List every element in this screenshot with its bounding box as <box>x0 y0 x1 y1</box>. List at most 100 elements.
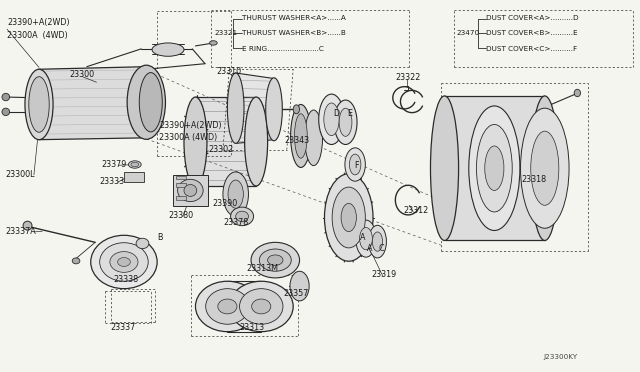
Ellipse shape <box>118 257 131 266</box>
Ellipse shape <box>360 228 372 250</box>
Text: 23300: 23300 <box>70 70 95 79</box>
Ellipse shape <box>177 179 203 202</box>
Text: 23302: 23302 <box>208 145 234 154</box>
Text: 23300A  (4WD): 23300A (4WD) <box>7 31 68 40</box>
Ellipse shape <box>229 281 293 332</box>
Text: 23390+A(2WD): 23390+A(2WD) <box>7 19 70 28</box>
Ellipse shape <box>25 69 53 140</box>
Bar <box>173 175 208 206</box>
Polygon shape <box>39 67 147 140</box>
Ellipse shape <box>324 174 373 261</box>
Ellipse shape <box>131 162 139 167</box>
Ellipse shape <box>140 73 163 132</box>
Text: DUST COVER<B>..........E: DUST COVER<B>..........E <box>486 30 578 36</box>
Ellipse shape <box>129 161 141 168</box>
Text: DUST COVER<C>..........F: DUST COVER<C>..........F <box>486 46 577 52</box>
Polygon shape <box>445 96 545 240</box>
Ellipse shape <box>531 131 559 205</box>
Text: E: E <box>348 109 353 118</box>
Ellipse shape <box>205 289 249 324</box>
Text: B: B <box>157 233 163 243</box>
Text: DUST COVER<A>..........D: DUST COVER<A>..........D <box>486 16 579 22</box>
Ellipse shape <box>266 78 282 141</box>
Ellipse shape <box>259 249 291 271</box>
Ellipse shape <box>2 108 10 116</box>
Bar <box>176 176 186 179</box>
Text: 23313M: 23313M <box>246 264 278 273</box>
Ellipse shape <box>218 299 237 314</box>
Bar <box>124 172 145 182</box>
Ellipse shape <box>334 100 357 144</box>
Ellipse shape <box>468 106 520 231</box>
Text: 23343: 23343 <box>284 136 309 145</box>
Ellipse shape <box>184 97 207 186</box>
Ellipse shape <box>291 105 311 167</box>
Ellipse shape <box>152 43 184 56</box>
Ellipse shape <box>345 148 365 181</box>
Text: 23390: 23390 <box>212 199 238 208</box>
Ellipse shape <box>369 225 387 258</box>
Text: 23470: 23470 <box>457 30 480 36</box>
Ellipse shape <box>293 105 300 114</box>
Text: 23390+A(2WD): 23390+A(2WD) <box>159 122 221 131</box>
Ellipse shape <box>484 146 504 190</box>
Ellipse shape <box>195 281 259 332</box>
Text: 23337A: 23337A <box>6 227 36 237</box>
Ellipse shape <box>110 251 138 272</box>
Text: 23321: 23321 <box>214 30 237 36</box>
Text: 23318: 23318 <box>522 175 547 184</box>
Ellipse shape <box>356 220 376 257</box>
Text: 23380: 23380 <box>169 211 194 220</box>
Ellipse shape <box>100 243 148 281</box>
Ellipse shape <box>349 154 361 175</box>
Ellipse shape <box>268 255 283 265</box>
Ellipse shape <box>239 289 283 324</box>
Ellipse shape <box>23 221 32 230</box>
Text: 23379: 23379 <box>102 160 127 169</box>
Ellipse shape <box>136 238 149 248</box>
Ellipse shape <box>476 125 512 212</box>
Ellipse shape <box>319 94 344 144</box>
Ellipse shape <box>184 185 196 196</box>
Text: 23312: 23312 <box>403 206 428 215</box>
Ellipse shape <box>230 207 253 226</box>
Ellipse shape <box>324 103 339 136</box>
Polygon shape <box>195 97 256 186</box>
Text: THURUST WASHER<B>......B: THURUST WASHER<B>......B <box>242 30 346 36</box>
Ellipse shape <box>520 108 569 228</box>
Text: A: A <box>367 244 372 253</box>
Ellipse shape <box>305 110 323 166</box>
Text: 23322: 23322 <box>396 73 420 82</box>
Ellipse shape <box>29 77 49 132</box>
Ellipse shape <box>132 67 161 137</box>
Ellipse shape <box>91 235 157 289</box>
Ellipse shape <box>227 73 244 143</box>
Text: 23357: 23357 <box>283 289 308 298</box>
Text: 23313: 23313 <box>239 323 265 332</box>
Ellipse shape <box>339 108 352 137</box>
Text: J23300KY: J23300KY <box>543 354 578 360</box>
Ellipse shape <box>127 65 166 139</box>
Ellipse shape <box>244 97 268 186</box>
Ellipse shape <box>372 232 383 251</box>
Text: 23310: 23310 <box>216 67 242 76</box>
Text: 23378: 23378 <box>223 218 248 227</box>
Bar <box>176 183 186 187</box>
Ellipse shape <box>2 93 10 101</box>
Text: A: A <box>360 232 365 242</box>
Ellipse shape <box>431 96 459 240</box>
Ellipse shape <box>72 258 80 264</box>
Ellipse shape <box>531 96 559 240</box>
Ellipse shape <box>294 114 307 158</box>
Ellipse shape <box>341 203 356 232</box>
Text: 23319: 23319 <box>371 270 396 279</box>
Text: THURUST WASHER<A>......A: THURUST WASHER<A>......A <box>242 16 346 22</box>
Ellipse shape <box>228 180 243 208</box>
Ellipse shape <box>209 41 217 45</box>
Ellipse shape <box>236 211 248 222</box>
Ellipse shape <box>574 89 580 97</box>
Text: 23338: 23338 <box>114 275 139 284</box>
Text: 23300L: 23300L <box>6 170 35 179</box>
Ellipse shape <box>252 299 271 314</box>
Bar <box>176 196 186 200</box>
